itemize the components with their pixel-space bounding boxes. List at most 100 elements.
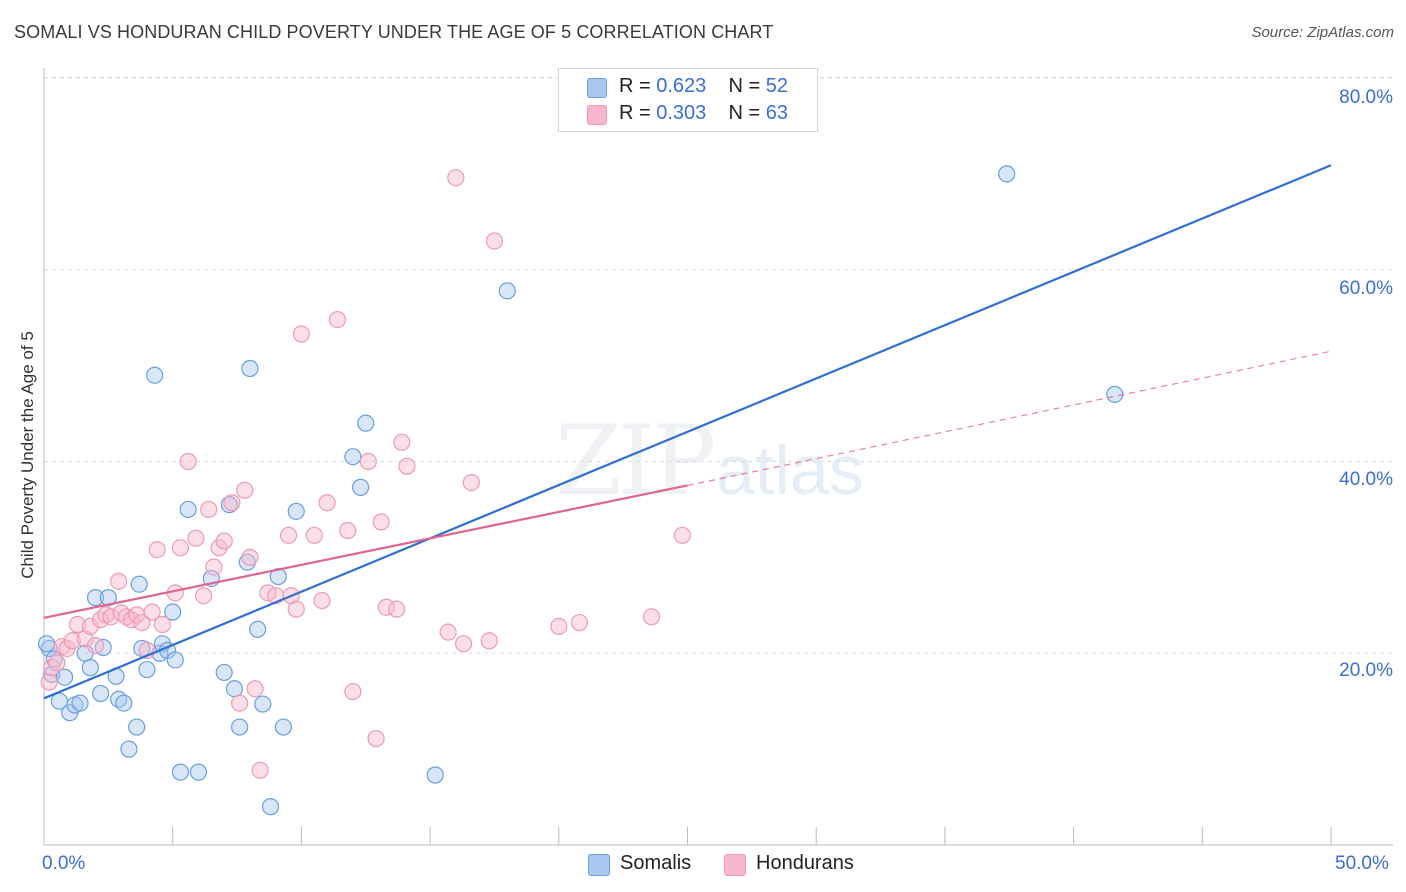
- point-hondurans-49: [344, 682, 362, 701]
- point-hondurans-20: [143, 603, 161, 621]
- legend-n-label: N =: [728, 75, 761, 97]
- point-somalis-43: [287, 502, 305, 520]
- point-somalis-33: [220, 496, 238, 514]
- point-hondurans-53: [377, 598, 395, 616]
- point-hondurans-13: [110, 572, 128, 590]
- point-hondurans-26: [187, 529, 205, 547]
- legend-n-value: 63: [765, 102, 789, 124]
- point-hondurans-10: [92, 611, 110, 629]
- point-hondurans-29: [205, 558, 223, 576]
- point-somalis-28: [171, 763, 190, 781]
- point-somalis-36: [238, 553, 256, 571]
- point-somalis-22: [146, 366, 164, 384]
- point-hondurans-24: [171, 539, 190, 557]
- point-hondurans-15: [117, 608, 135, 626]
- point-hondurans-1: [43, 659, 61, 677]
- point-hondurans-27: [194, 587, 213, 605]
- legend-r-value: 0.623: [656, 75, 707, 97]
- legend-text-somalis: R = 0.623 N = 52: [619, 75, 788, 98]
- point-somalis-17: [120, 740, 138, 758]
- point-somalis-27: [166, 651, 184, 669]
- point-hondurans-18: [133, 613, 151, 632]
- point-hondurans-0: [40, 673, 58, 691]
- point-hondurans-42: [287, 600, 305, 618]
- point-hondurans-16: [122, 611, 141, 629]
- point-somalis-7: [71, 694, 89, 712]
- point-hondurans-50: [359, 452, 377, 471]
- point-hondurans-64: [570, 613, 588, 632]
- y-tick-label-40: 40.0%: [1339, 469, 1393, 490]
- point-somalis-26: [164, 603, 182, 621]
- watermark-atlas: atlas: [716, 431, 864, 509]
- point-hondurans-5: [63, 632, 81, 650]
- point-hondurans-25: [179, 452, 197, 471]
- point-hondurans-56: [398, 457, 416, 475]
- point-somalis-29: [179, 500, 197, 519]
- point-hondurans-54: [388, 600, 406, 618]
- x-tick-label-min: 0.0%: [42, 853, 86, 874]
- x-tick-label-max: 50.0%: [1335, 853, 1389, 874]
- bottom-legend-label-somalis: Somalis: [620, 852, 692, 874]
- chart-title: SOMALI VS HONDURAN CHILD POVERTY UNDER T…: [14, 22, 774, 42]
- point-hondurans-28: [200, 500, 218, 519]
- point-hondurans-61: [480, 632, 498, 650]
- point-somalis-51: [37, 635, 56, 653]
- point-hondurans-33: [231, 694, 249, 712]
- point-somalis-46: [357, 414, 375, 432]
- legend-text-hondurans: R = 0.303 N = 63: [619, 102, 788, 125]
- legend-swatch-somalis: [587, 78, 607, 98]
- point-somalis-9: [81, 659, 99, 677]
- trend-line-extension-hondurans: [687, 350, 1332, 487]
- y-axis-label: Child Poverty Under the Age of 5: [18, 331, 37, 579]
- point-hondurans-8: [81, 617, 99, 636]
- point-somalis-38: [249, 620, 267, 638]
- point-somalis-35: [231, 718, 249, 736]
- point-somalis-34: [225, 680, 244, 698]
- point-hondurans-36: [246, 680, 264, 698]
- point-hondurans-46: [318, 494, 336, 512]
- point-somalis-16: [115, 694, 133, 712]
- y-tick-label-20: 20.0%: [1339, 660, 1393, 681]
- point-somalis-11: [92, 684, 110, 703]
- point-somalis-49: [998, 165, 1016, 183]
- point-somalis-45: [352, 478, 370, 496]
- point-hondurans-48: [339, 521, 357, 540]
- point-hondurans-47: [328, 311, 347, 329]
- point-somalis-40: [261, 798, 280, 816]
- point-hondurans-22: [153, 615, 172, 634]
- point-hondurans-62: [485, 232, 504, 250]
- point-hondurans-21: [148, 541, 166, 559]
- point-somalis-32: [215, 663, 233, 682]
- point-somalis-47: [426, 766, 444, 784]
- point-hondurans-37: [251, 761, 269, 779]
- point-hondurans-43: [292, 325, 310, 343]
- y-tick-label-60: 60.0%: [1339, 278, 1393, 299]
- point-hondurans-66: [673, 526, 691, 544]
- point-hondurans-6: [68, 615, 87, 634]
- correlation-legend: R = 0.623 N = 52 R = 0.303 N = 63: [558, 68, 818, 132]
- point-somalis-39: [254, 695, 272, 713]
- point-somalis-42: [274, 718, 292, 736]
- point-hondurans-63: [550, 617, 568, 636]
- point-hondurans-51: [367, 729, 385, 748]
- point-hondurans-57: [439, 623, 457, 641]
- point-hondurans-52: [372, 513, 390, 531]
- point-hondurans-65: [642, 608, 661, 626]
- point-hondurans-40: [279, 526, 298, 544]
- trend-line-hondurans: [43, 484, 688, 619]
- legend-swatch-hondurans: [587, 105, 607, 125]
- point-hondurans-60: [462, 473, 480, 492]
- point-somalis-30: [189, 763, 208, 781]
- point-hondurans-9: [86, 636, 105, 655]
- point-somalis-50: [1106, 385, 1124, 403]
- point-hondurans-58: [447, 169, 465, 187]
- point-somalis-4: [55, 668, 74, 686]
- point-hondurans-34: [236, 481, 254, 499]
- point-somalis-18: [128, 718, 146, 736]
- trend-line-somalis: [43, 164, 1332, 700]
- point-somalis-37: [241, 359, 259, 378]
- point-somalis-19: [130, 575, 148, 593]
- chart-source: Source: ZipAtlas.com: [1251, 24, 1394, 41]
- legend-r-value: 0.303: [656, 102, 707, 124]
